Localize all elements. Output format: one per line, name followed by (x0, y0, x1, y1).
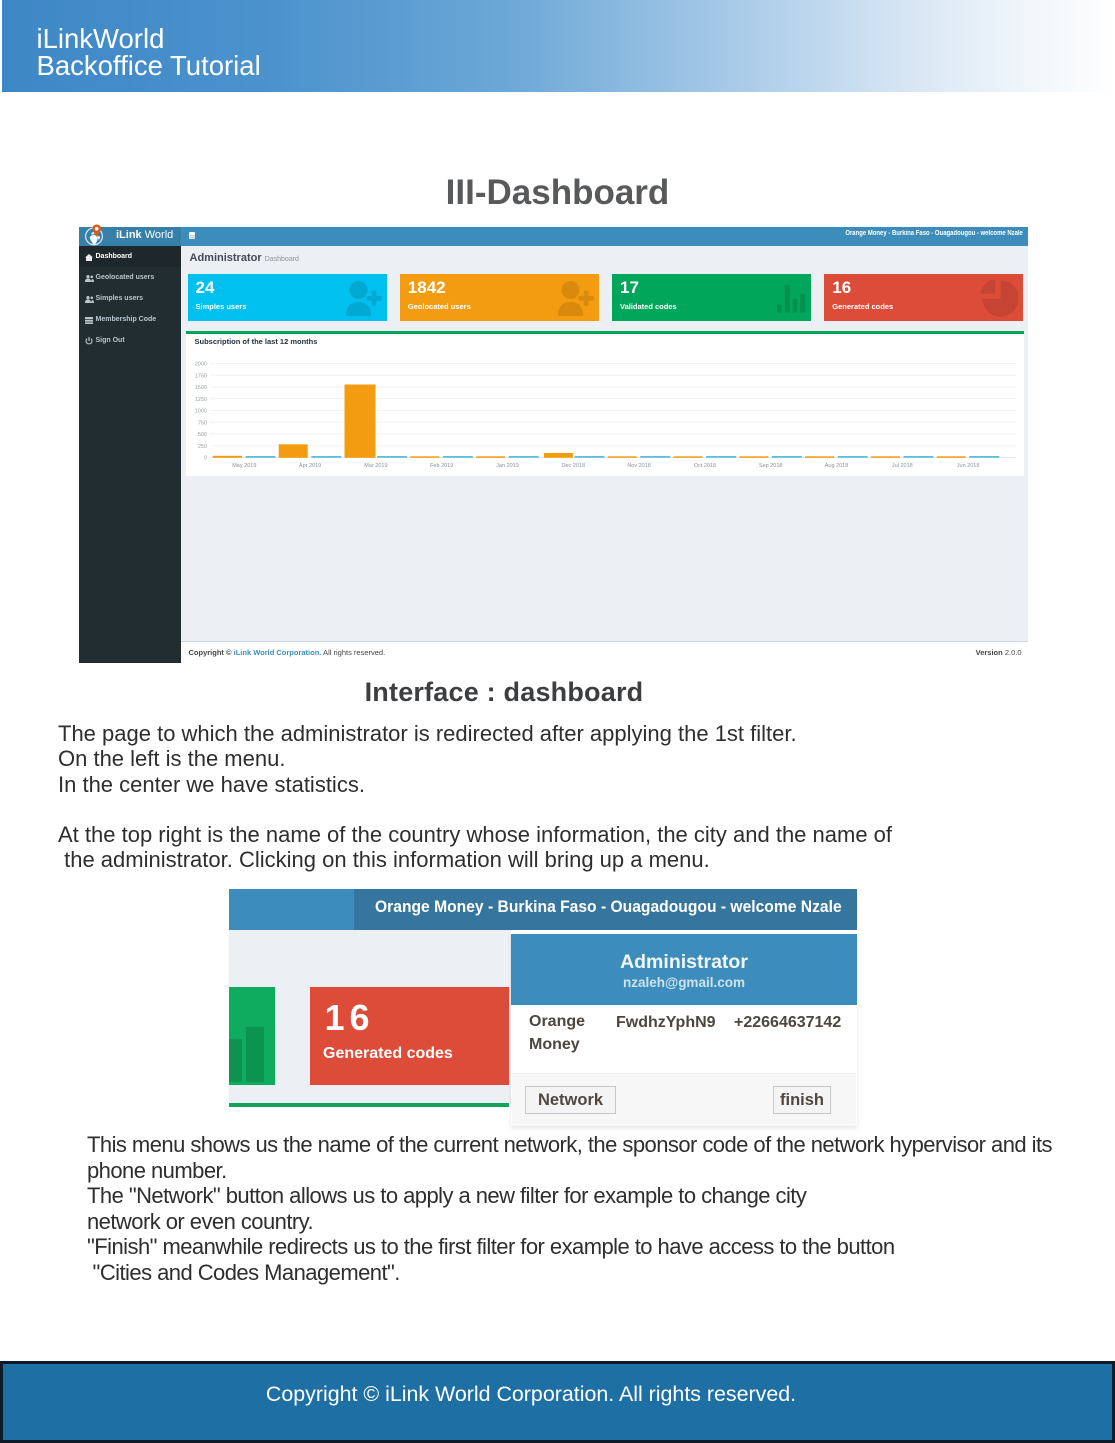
svg-text:Oct 2018: Oct 2018 (693, 463, 715, 469)
svg-text:1000: 1000 (194, 408, 206, 414)
svg-text:0: 0 (203, 455, 206, 461)
svg-text:Dec 2018: Dec 2018 (561, 463, 585, 469)
svg-text:Aug 2018: Aug 2018 (824, 463, 848, 469)
svg-text:500: 500 (197, 432, 206, 438)
svg-text:May 2019: May 2019 (232, 463, 256, 469)
svg-text:750: 750 (197, 420, 206, 426)
svg-text:Sep 2018: Sep 2018 (758, 463, 782, 469)
svg-text:Jan 2019: Jan 2019 (496, 463, 519, 469)
svg-text:Jul 2018: Jul 2018 (891, 463, 912, 469)
svg-text:250: 250 (197, 443, 206, 449)
svg-text:1250: 1250 (194, 396, 206, 402)
svg-text:1750: 1750 (194, 373, 206, 379)
svg-text:Nov 2018: Nov 2018 (627, 463, 651, 469)
svg-text:Feb 2019: Feb 2019 (430, 463, 453, 469)
svg-text:Jun 2018: Jun 2018 (956, 463, 979, 469)
svg-text:2000: 2000 (194, 361, 206, 367)
svg-text:Apr 2019: Apr 2019 (298, 463, 320, 469)
svg-text:1500: 1500 (194, 385, 206, 391)
svg-text:Mar 2019: Mar 2019 (364, 463, 387, 469)
